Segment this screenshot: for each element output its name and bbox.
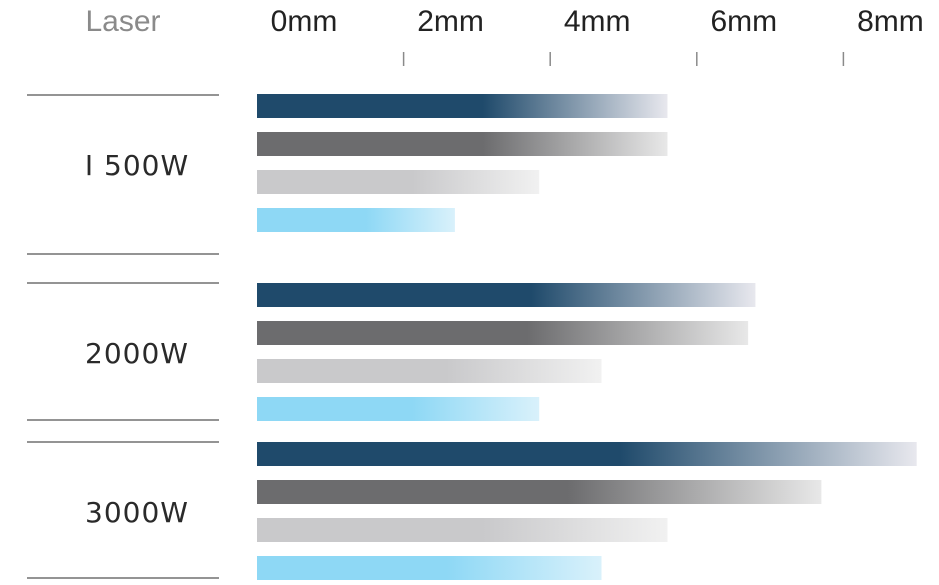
bar — [257, 397, 540, 421]
bar — [257, 321, 749, 345]
x-tick-label: 2mm — [417, 5, 484, 38]
bar — [257, 170, 540, 194]
category-label: I 500W — [85, 149, 189, 182]
x-tick-label: 0mm — [271, 5, 338, 38]
bar — [257, 208, 455, 232]
bar — [257, 442, 917, 466]
laser-header-label: Laser — [85, 5, 160, 38]
bar — [257, 518, 668, 542]
bar — [257, 480, 822, 504]
bar — [257, 283, 756, 307]
bar — [257, 132, 668, 156]
bar — [257, 94, 668, 118]
x-tick-label: 8mm — [857, 5, 924, 38]
category-label: 2000W — [85, 337, 189, 370]
bar — [257, 359, 602, 383]
x-tick-label: 4mm — [564, 5, 631, 38]
category-label: 3000W — [85, 496, 189, 529]
x-tick-label: 6mm — [710, 5, 777, 38]
bar — [257, 556, 602, 580]
